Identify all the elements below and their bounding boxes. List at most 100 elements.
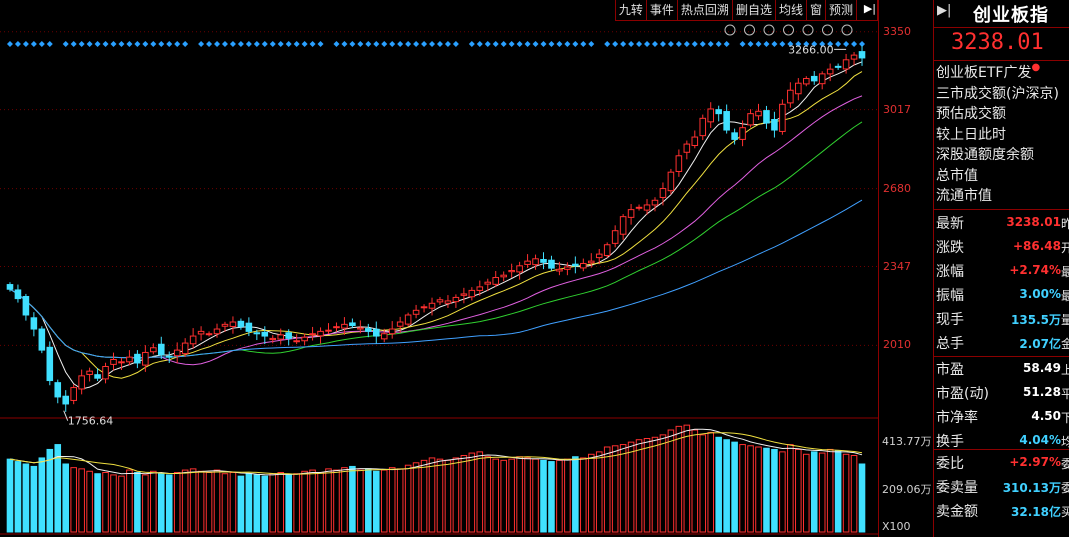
collapse-arrow-icon[interactable]: ▶|: [937, 3, 952, 18]
event-marker-85: [683, 41, 690, 47]
collapse-panel-icon[interactable]: ▶|: [863, 2, 876, 15]
candle-29: [237, 320, 245, 328]
stat-label: 振幅: [936, 288, 964, 304]
event-marker-95: [763, 41, 770, 47]
volume-bar-100: [802, 453, 810, 533]
volume-bar-68: [548, 461, 555, 533]
volume-bar-23: [189, 468, 197, 533]
min-price-pointer: [63, 410, 69, 421]
lock-icon: [783, 24, 794, 36]
volume-bar-53: [428, 457, 436, 533]
candle-98: [787, 89, 794, 104]
stat-label: 现手: [936, 312, 964, 328]
toolbar-item-5[interactable]: 窗: [807, 0, 826, 20]
candle-51: [412, 309, 420, 315]
chart-toolbar: 九转 事件 热点回溯 删自选 均线窗预测: [614, 0, 878, 21]
info-row-4: 深股通额度余额: [936, 147, 1034, 163]
volume-bar-89: [715, 436, 722, 533]
event-marker-90: [723, 41, 730, 47]
event-marker-56: [452, 41, 459, 47]
stat-value: 2.07亿: [1019, 337, 1061, 351]
candle-64: [516, 265, 523, 273]
chart-area[interactable]: 3266.00 1756.64 九转 事件 热点回溯 删自选 均线窗预测 ▶|: [0, 0, 878, 537]
volume-bar-35: [285, 474, 292, 533]
volume-bar-58: [468, 452, 476, 533]
candle-97: [779, 103, 786, 132]
kline-chart[interactable]: 3266.00 1756.64: [0, 0, 878, 537]
event-marker-25: [206, 41, 213, 47]
event-marker-49: [397, 41, 404, 47]
alert-dot-icon: ●: [1031, 62, 1041, 73]
volume-bar-104: [834, 450, 842, 533]
event-marker-61: [492, 41, 499, 47]
event-marker-22: [182, 41, 189, 47]
panel-title: ▶| 创业板指: [933, 0, 1069, 26]
event-marker-105: [843, 41, 850, 47]
event-marker-29: [237, 41, 244, 47]
volume-bar-103: [826, 448, 834, 533]
info-row-0[interactable]: 创业板ETF广发●: [936, 62, 1041, 81]
candle-75: [603, 244, 611, 257]
event-marker-39: [317, 41, 324, 47]
toolbar-item-6[interactable]: 预测: [826, 0, 857, 20]
volume-bar-71: [572, 456, 579, 533]
volume-bar-10: [86, 470, 93, 533]
stat-cut-label: 量: [1061, 313, 1069, 327]
stat-label: 卖金额: [936, 504, 978, 520]
toolbar-item-3[interactable]: 删自选: [733, 0, 776, 20]
candle-55: [444, 300, 452, 304]
toolbar-item-4[interactable]: 均线: [776, 0, 807, 20]
stat-cut-label: 最: [1061, 265, 1069, 279]
event-marker-65: [524, 41, 531, 47]
vol-ma10-line: [9, 432, 863, 475]
event-marker-63: [508, 41, 515, 47]
toolbar-item-0[interactable]: 九转: [616, 0, 647, 20]
stat2-row-1: 市盈(动) 51.28 平: [933, 381, 1069, 404]
event-marker-103: [827, 41, 834, 47]
toolbar-item-2[interactable]: 热点回溯: [678, 0, 733, 20]
event-marker-18: [150, 41, 157, 47]
candle-40: [325, 329, 332, 332]
candle-61: [492, 277, 500, 285]
toolbar-item-1[interactable]: 事件: [647, 0, 678, 20]
volume-bar-43: [349, 465, 356, 533]
event-marker-45: [365, 41, 372, 47]
volume-bar-45: [365, 468, 372, 533]
event-marker-107: [859, 41, 866, 47]
candle-93: [747, 113, 754, 126]
volume-bar-80: [643, 438, 651, 533]
volume-bar-27: [221, 473, 229, 533]
info-row-5: 总市值: [936, 167, 978, 184]
price-tick-4: 2010: [883, 338, 911, 352]
eye-icon: [744, 24, 755, 36]
volume-bar-105: [842, 453, 850, 533]
stat-cut-label: 开: [1061, 241, 1069, 255]
volume-bar-6: [54, 444, 62, 533]
stat-row-5: 总手 2.07亿金: [933, 331, 1069, 354]
event-marker-30: [245, 41, 252, 47]
volume-bar-75: [603, 446, 611, 533]
toolbar-collapse[interactable]: [857, 0, 878, 20]
candle-35: [285, 332, 292, 339]
event-marker-31: [253, 41, 260, 47]
candle-13: [110, 358, 117, 365]
event-marker-67: [540, 41, 547, 47]
volume-bar-63: [508, 458, 515, 533]
volume-bar-81: [651, 436, 659, 533]
volume-bar-61: [492, 458, 500, 533]
candle-36: [293, 340, 300, 343]
stat-label: 最新: [936, 216, 964, 232]
candle-104: [834, 65, 842, 68]
candle-43: [349, 322, 356, 327]
candle-31: [253, 332, 261, 335]
volume-bar-18: [150, 470, 157, 533]
event-marker-17: [142, 41, 149, 47]
volume-bar-101: [810, 451, 818, 533]
event-marker-79: [636, 41, 643, 47]
candle-26: [213, 328, 221, 335]
event-marker-81: [651, 41, 658, 47]
candle-88: [707, 108, 715, 123]
stat-row-3: 振幅 3.00% 最: [933, 283, 1069, 306]
stat-cut-label: 金: [1061, 337, 1069, 351]
event-marker-38: [309, 41, 316, 47]
